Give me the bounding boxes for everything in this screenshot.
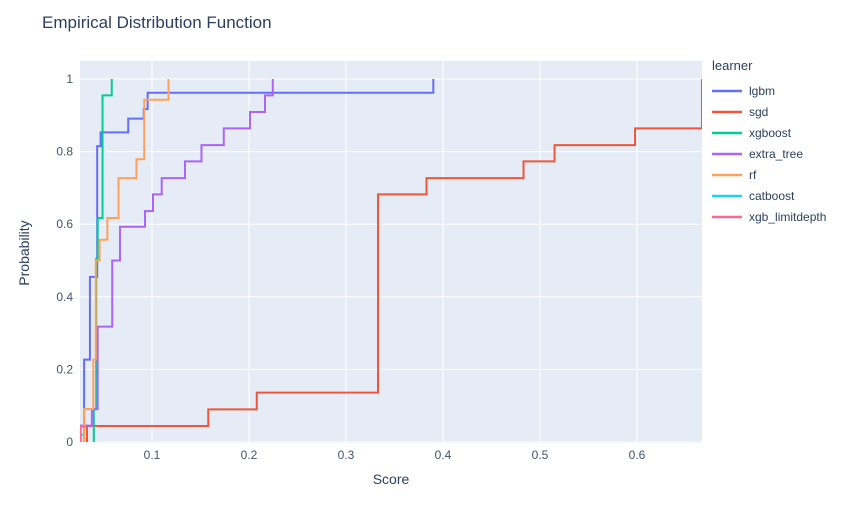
y-axis-title: Probability: [16, 220, 32, 286]
ecdf-curve-xgb_limitdepth[interactable]: [80, 425, 86, 442]
legend-item-label: lgbm: [749, 83, 776, 98]
gridlines: [80, 61, 702, 443]
y-tick-label: 0.6: [56, 217, 73, 231]
legend-item-label: xgboost: [749, 125, 792, 140]
legend-line-swatch: [712, 194, 742, 197]
legend-item-extra_tree[interactable]: extra_tree: [712, 143, 826, 164]
legend-item-label: sgd: [749, 104, 769, 119]
legend-line-swatch: [712, 173, 742, 176]
x-axis-title: Score: [372, 471, 410, 487]
legend-item-sgd[interactable]: sgd: [712, 101, 826, 122]
legend-line-swatch: [712, 152, 742, 155]
y-tick-label: 1: [66, 72, 73, 86]
legend-item-label: extra_tree: [749, 146, 804, 161]
legend-item-catboost[interactable]: catboost: [712, 185, 826, 206]
legend-item-label: xgb_limitdepth: [749, 209, 827, 224]
x-tick-label: 0.2: [241, 448, 258, 462]
legend-item-label: rf: [749, 167, 757, 182]
legend-line-swatch: [712, 215, 742, 218]
ecdf-curve-lgbm[interactable]: [83, 79, 435, 442]
legend-item-xgboost[interactable]: xgboost: [712, 122, 826, 143]
x-tick-label: 0.3: [338, 448, 355, 462]
legend-item-lgbm[interactable]: lgbm: [712, 80, 826, 101]
chart-title: Empirical Distribution Function: [42, 13, 272, 32]
y-tick-label: 0.8: [56, 145, 73, 159]
legend-item-xgb_limitdepth[interactable]: xgb_limitdepth: [712, 206, 826, 227]
ecdf-curve-sgd[interactable]: [86, 79, 702, 442]
ecdf-curve-extra_tree[interactable]: [80, 79, 274, 442]
legend-title: learner: [712, 58, 753, 73]
y-tick-label: 0.2: [56, 362, 73, 376]
y-tick-label: 0: [66, 435, 73, 449]
plot-area[interactable]: [80, 61, 702, 443]
y-tick-label: 0.4: [56, 290, 73, 304]
legend-item-label: catboost: [749, 188, 795, 203]
curves: [80, 79, 702, 442]
x-tick-label: 0.6: [629, 448, 646, 462]
ecdf-curve-rf[interactable]: [83, 79, 170, 442]
legend-item-rf[interactable]: rf: [712, 164, 826, 185]
legend-line-swatch: [712, 89, 742, 92]
x-tick-label: 0.4: [435, 448, 452, 462]
legend-line-swatch: [712, 131, 742, 134]
tick-labels: 0.1 0.2 0.3 0.4 0.5 0.6 0 0.2 0.4 0.6 0.8 1: [56, 72, 645, 462]
x-tick-label: 0.1: [144, 448, 161, 462]
x-tick-label: 0.5: [532, 448, 549, 462]
legend-line-swatch: [712, 110, 742, 113]
